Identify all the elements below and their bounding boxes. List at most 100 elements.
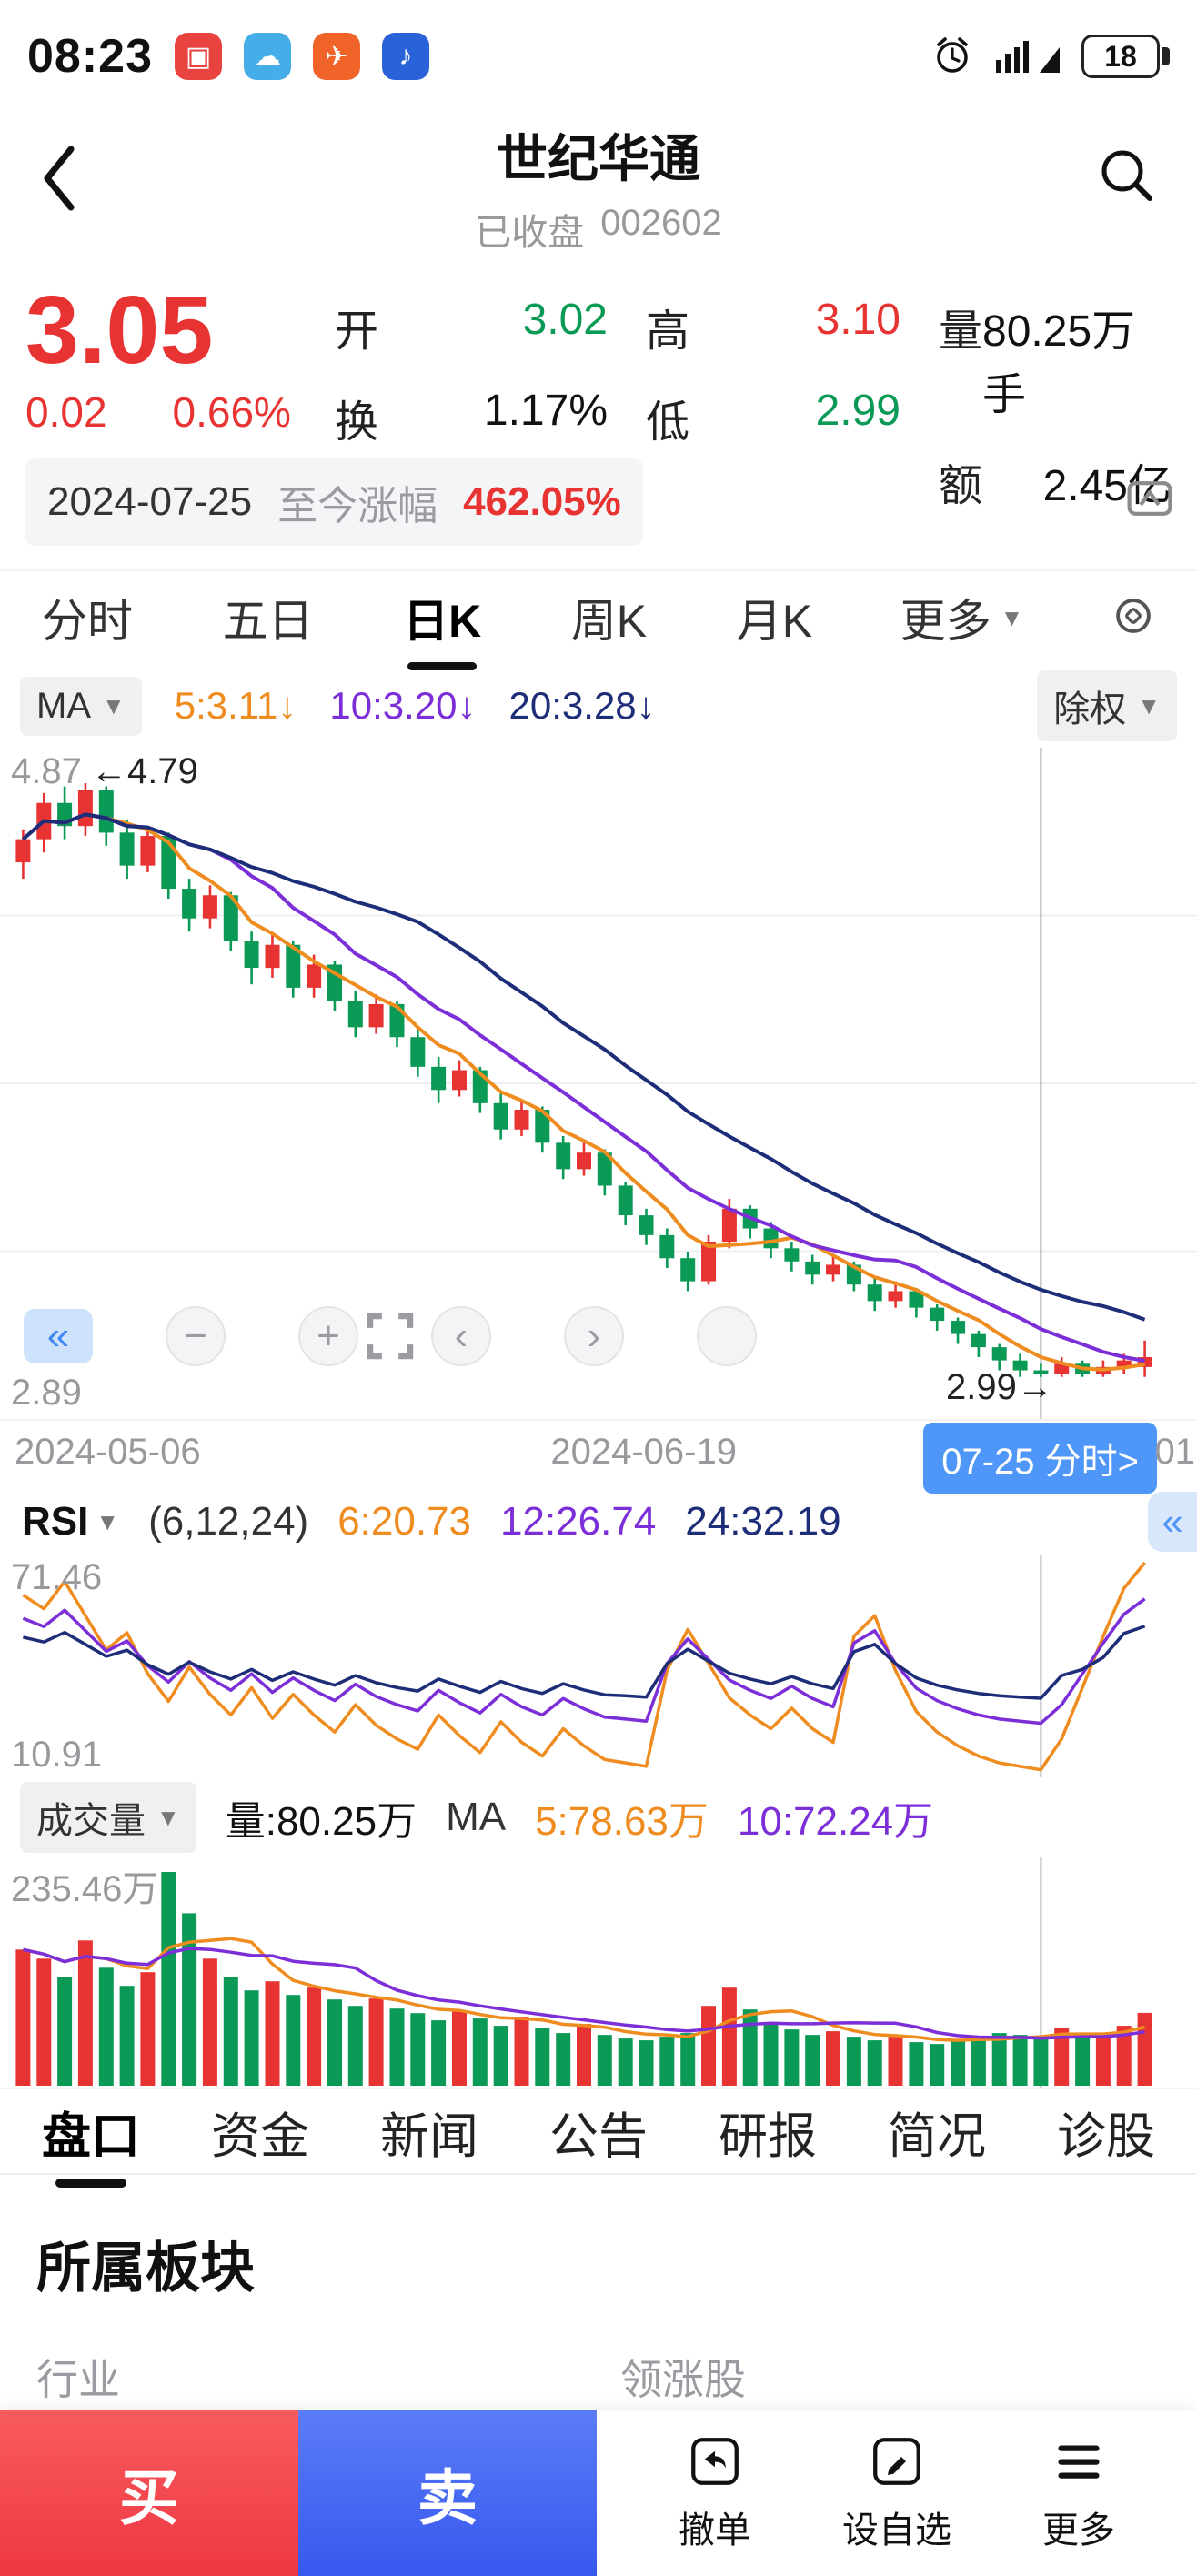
volume-selector-chip[interactable]: 成交量 ▼ (20, 1782, 196, 1853)
ma5-value: 5:3.11↓ (174, 684, 297, 727)
battery-icon: 18 (1081, 35, 1170, 78)
price-change-row: 0.02 0.66% (25, 387, 331, 437)
volume-svg (15, 1857, 1152, 2088)
fullscreen-button[interactable] (367, 1306, 757, 1366)
range-label: 至今涨幅 (277, 484, 438, 528)
adjust-mode-chip[interactable]: 除权 ▼ (1037, 670, 1177, 741)
zoom-in-button[interactable]: + (298, 1306, 358, 1366)
open-label: 开 (335, 307, 379, 356)
volume-value: 80.25万手 (982, 307, 1136, 419)
quote-panel: 3.05 0.02 0.66% 开 3.02 换 1.17% 高 3.10 低 2.99… (0, 273, 1197, 510)
tab-order-book[interactable]: 盘口 (40, 2088, 142, 2175)
add-watchlist-button[interactable]: 设自选 (842, 2434, 951, 2553)
tab-funds[interactable]: 资金 (211, 2108, 309, 2164)
tab-minute[interactable]: 分时 (42, 596, 133, 647)
low-label: 低 (646, 398, 690, 447)
volume-max-label: 235.46万 (11, 1869, 159, 1909)
weather-app-icon: ☁ (244, 33, 291, 80)
pan-left-button[interactable]: ‹ (431, 1306, 491, 1366)
lowest-price-annotation: 2.99→ (946, 1367, 1053, 1407)
ma10-value: 10:3.20↓ (329, 684, 477, 727)
range-banner[interactable]: 2024-07-25 至今涨幅 462.05% (25, 458, 643, 546)
signal-icon (992, 33, 1063, 81)
tab-research[interactable]: 研报 (719, 2108, 817, 2164)
y-axis-max-label: 4.87 (11, 751, 82, 791)
high-value: 3.10 (815, 296, 900, 344)
notification-app-icon-2: ✈ (313, 33, 360, 80)
industry-label: 行业 (36, 2356, 120, 2403)
tab-announcements[interactable]: 公告 (549, 2108, 648, 2164)
expand-chart-icon[interactable] (1124, 473, 1175, 528)
stock-title: 世纪华通 (497, 129, 700, 187)
battery-level: 18 (1081, 35, 1160, 78)
music-app-icon: ♪ (382, 33, 429, 80)
stock-code: 002602 (600, 202, 722, 243)
low-value: 2.99 (815, 387, 900, 435)
chevron-down-icon: ▼ (156, 1803, 180, 1831)
volume-ma10-value: 10:72.24万 (737, 1799, 934, 1844)
chevron-down-icon: ▼ (1000, 603, 1024, 631)
change-percent: 0.66% (172, 388, 291, 437)
volume-label: 量 (939, 307, 983, 356)
collapse-panel-button[interactable]: « (1148, 1492, 1197, 1552)
rsi-max-label: 71.46 (11, 1557, 103, 1597)
rsi12-value: 12:26.74 (500, 1499, 657, 1544)
tab-profile[interactable]: 简况 (888, 2108, 986, 2164)
pan-left-edge-button[interactable]: « (24, 1309, 93, 1363)
buy-button[interactable]: 买 (0, 2410, 298, 2576)
pan-right-button[interactable]: › (564, 1306, 624, 1366)
hamburger-menu-icon (1051, 2434, 1106, 2493)
edit-watchlist-icon (870, 2434, 924, 2493)
detail-tab-bar: 盘口 资金 新闻 公告 研报 简况 诊股 (0, 2088, 1197, 2175)
rsi-chart[interactable]: 71.46 10.91 (0, 1555, 1197, 1777)
action-bar: 买 卖 撤单 设自选 更多 (0, 2410, 1197, 2576)
chevron-down-icon: ▼ (102, 691, 126, 719)
chart-settings-icon[interactable] (1110, 592, 1157, 644)
tab-monthly-k[interactable]: 月K (736, 596, 813, 647)
candlestick-chart[interactable]: 4.87 ←4.79 2.89 2.99→ « − + ‹ › (0, 748, 1197, 1421)
more-actions-button[interactable]: 更多 (1042, 2434, 1115, 2553)
rsi24-value: 24:32.19 (685, 1499, 841, 1544)
tab-diagnosis[interactable]: 诊股 (1057, 2108, 1155, 2164)
quote-col-open: 开 3.02 换 1.17% (335, 295, 608, 449)
tab-more[interactable]: 更多 ▼ (900, 596, 1024, 647)
volume-current-value: 量:80.25万 (225, 1799, 417, 1844)
status-bar: 08:23 ▣ ☁ ✈ ♪ 18 (0, 0, 1197, 100)
x-label-start: 2024-05-06 (15, 1432, 201, 1472)
back-button[interactable] (33, 140, 87, 221)
x-label-mid: 2024-06-19 (550, 1432, 737, 1472)
period-tab-bar: 分时 五日 日K 周K 月K 更多 ▼ (0, 569, 1197, 664)
chart-controls: « − + ‹ › (24, 1306, 757, 1366)
notification-app-icon-1: ▣ (175, 33, 222, 80)
status-right-cluster: 18 (930, 33, 1170, 81)
status-left-cluster: 08:23 ▣ ☁ ✈ ♪ (27, 29, 429, 84)
rsi6-value: 6:20.73 (337, 1499, 472, 1544)
tab-weekly-k[interactable]: 周K (570, 596, 648, 647)
tab-news[interactable]: 新闻 (380, 2108, 478, 2164)
rsi-selector[interactable]: RSI ▼ (22, 1499, 120, 1544)
header: 世纪华通 已收盘 002602 (0, 100, 1197, 273)
stock-subtitle: 已收盘 002602 (475, 203, 721, 256)
tab-daily-k[interactable]: 日K (401, 574, 483, 661)
search-icon[interactable] (1095, 144, 1159, 212)
leader-label: 领涨股 (620, 2356, 746, 2403)
zoom-out-button[interactable]: − (166, 1306, 226, 1366)
sell-button[interactable]: 卖 (298, 2410, 597, 2576)
ma20-value: 20:3.28↓ (508, 684, 656, 727)
x-label-end: 01 (1154, 1432, 1196, 1472)
cancel-order-icon (688, 2434, 742, 2493)
cancel-order-button[interactable]: 撤单 (679, 2434, 751, 2553)
rsi-svg (22, 1555, 1146, 1777)
high-label: 高 (646, 307, 690, 356)
intraday-link-badge[interactable]: 07-25 分时> (923, 1423, 1157, 1494)
x-axis-labels: 2024-05-06 2024-06-19 07-25 分时> 01 (0, 1421, 1197, 1494)
price-block: 3.05 0.02 0.66% (25, 278, 331, 437)
volume-indicator-bar: 成交量 ▼ 量:80.25万 MA 5:78.63万 10:72.24万 (0, 1777, 1197, 1857)
tab-5day[interactable]: 五日 (222, 596, 314, 647)
action-bar-tools: 撤单 设自选 更多 (597, 2410, 1197, 2576)
ma-selector-chip[interactable]: MA ▼ (20, 676, 142, 736)
chevron-down-icon: ▼ (1137, 691, 1161, 719)
amount-label: 额 (939, 462, 983, 510)
candlestick-svg (0, 748, 1197, 1419)
volume-chart[interactable]: 235.46万 (0, 1857, 1197, 2088)
